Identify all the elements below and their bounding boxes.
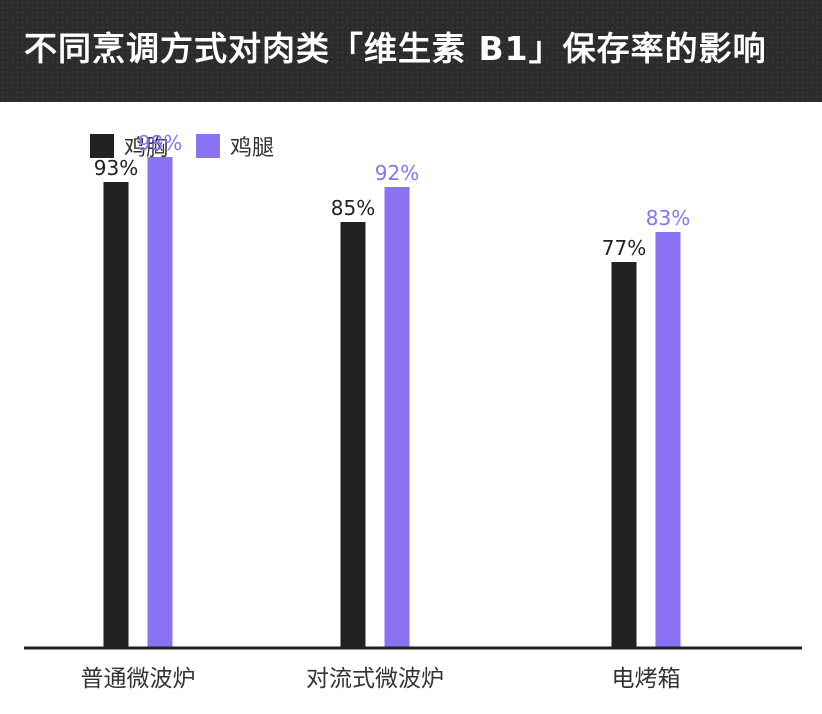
bar-chicken-thigh-3 bbox=[655, 232, 681, 647]
bar-chicken-breast-3 bbox=[611, 262, 637, 647]
legend-item-chicken-breast: 鸡胸 bbox=[90, 130, 168, 162]
legend-swatch-chicken-thigh bbox=[196, 134, 221, 158]
category-label-1: 普通微波炉 bbox=[81, 666, 196, 692]
title-banner: 不同烹调方式对肉类「维生素 B1」保存率的影响 bbox=[0, 0, 822, 102]
data-label-chicken-thigh-1: 98% bbox=[138, 131, 182, 155]
bar-chicken-breast-2 bbox=[340, 222, 366, 647]
bar-chicken-thigh-1 bbox=[147, 157, 173, 647]
chart-title: 不同烹调方式对肉类「维生素 B1」保存率的影响 bbox=[24, 29, 767, 68]
category-label-3: 电烤箱 bbox=[612, 666, 681, 692]
category-label-2: 对流式微波炉 bbox=[306, 666, 444, 692]
legend-label-chicken-thigh: 鸡腿 bbox=[230, 136, 275, 161]
data-label-chicken-breast-1: 93% bbox=[94, 156, 138, 180]
bar-chicken-breast-1 bbox=[103, 182, 129, 647]
legend: 鸡胸 鸡腿 bbox=[90, 130, 302, 162]
legend-item-chicken-thigh: 鸡腿 bbox=[196, 130, 274, 162]
bar-chicken-thigh-2 bbox=[384, 187, 410, 647]
data-label-chicken-thigh-2: 92% bbox=[375, 161, 419, 185]
legend-label-chicken-breast: 鸡胸 bbox=[124, 136, 169, 161]
data-label-chicken-breast-3: 77% bbox=[602, 236, 646, 260]
legend-swatch-chicken-breast bbox=[90, 134, 114, 158]
data-label-chicken-thigh-3: 83% bbox=[646, 206, 690, 230]
data-label-chicken-breast-2: 85% bbox=[331, 196, 375, 220]
